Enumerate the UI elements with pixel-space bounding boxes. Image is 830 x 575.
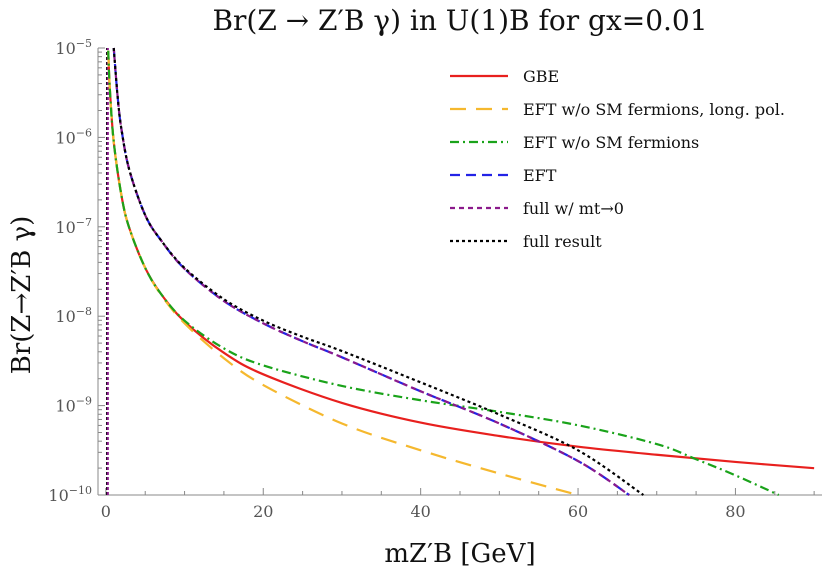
legend-label: GBE <box>523 67 559 86</box>
series-line <box>107 50 780 497</box>
legend-label: EFT <box>523 166 557 185</box>
legend-label: full result <box>523 232 602 251</box>
x-tick-label: 40 <box>410 502 430 521</box>
series-line <box>112 47 644 496</box>
y-tick-label: 10−8 <box>55 305 92 326</box>
y-tick-label: 10−10 <box>48 484 92 505</box>
y-tick-label: 10−5 <box>55 37 92 58</box>
x-tick-label: 20 <box>253 502 273 521</box>
y-tick-label: 10−6 <box>55 126 92 147</box>
legend-label: EFT w/o SM fermions <box>523 133 699 152</box>
chart-title: Br(Z → Z′B γ) in U(1)B for gx=0.01 <box>212 4 707 37</box>
series-line <box>112 47 630 496</box>
chart-series <box>106 47 815 497</box>
x-axis-label: mZ′B [GeV] <box>384 539 535 569</box>
legend-label: EFT w/o SM fermions, long. pol. <box>523 100 785 119</box>
y-tick-label: 10−7 <box>55 216 92 237</box>
x-tick-label: 0 <box>101 502 111 521</box>
x-tick-label: 80 <box>725 502 745 521</box>
chart-axes: 0 20 40 60 80 10−5 10−6 10−7 10−8 10−9 10−10 <box>48 37 822 521</box>
legend-label: full w/ mt→0 <box>523 199 624 218</box>
series-line <box>107 50 579 497</box>
x-tick-label: 60 <box>568 502 588 521</box>
y-tick-label: 10−9 <box>55 395 92 416</box>
chart-legend: GBE EFT w/o SM fermions, long. pol. EFT w/… <box>450 67 785 251</box>
y-axis-label: Br(Z→Z′B γ) <box>7 216 37 375</box>
